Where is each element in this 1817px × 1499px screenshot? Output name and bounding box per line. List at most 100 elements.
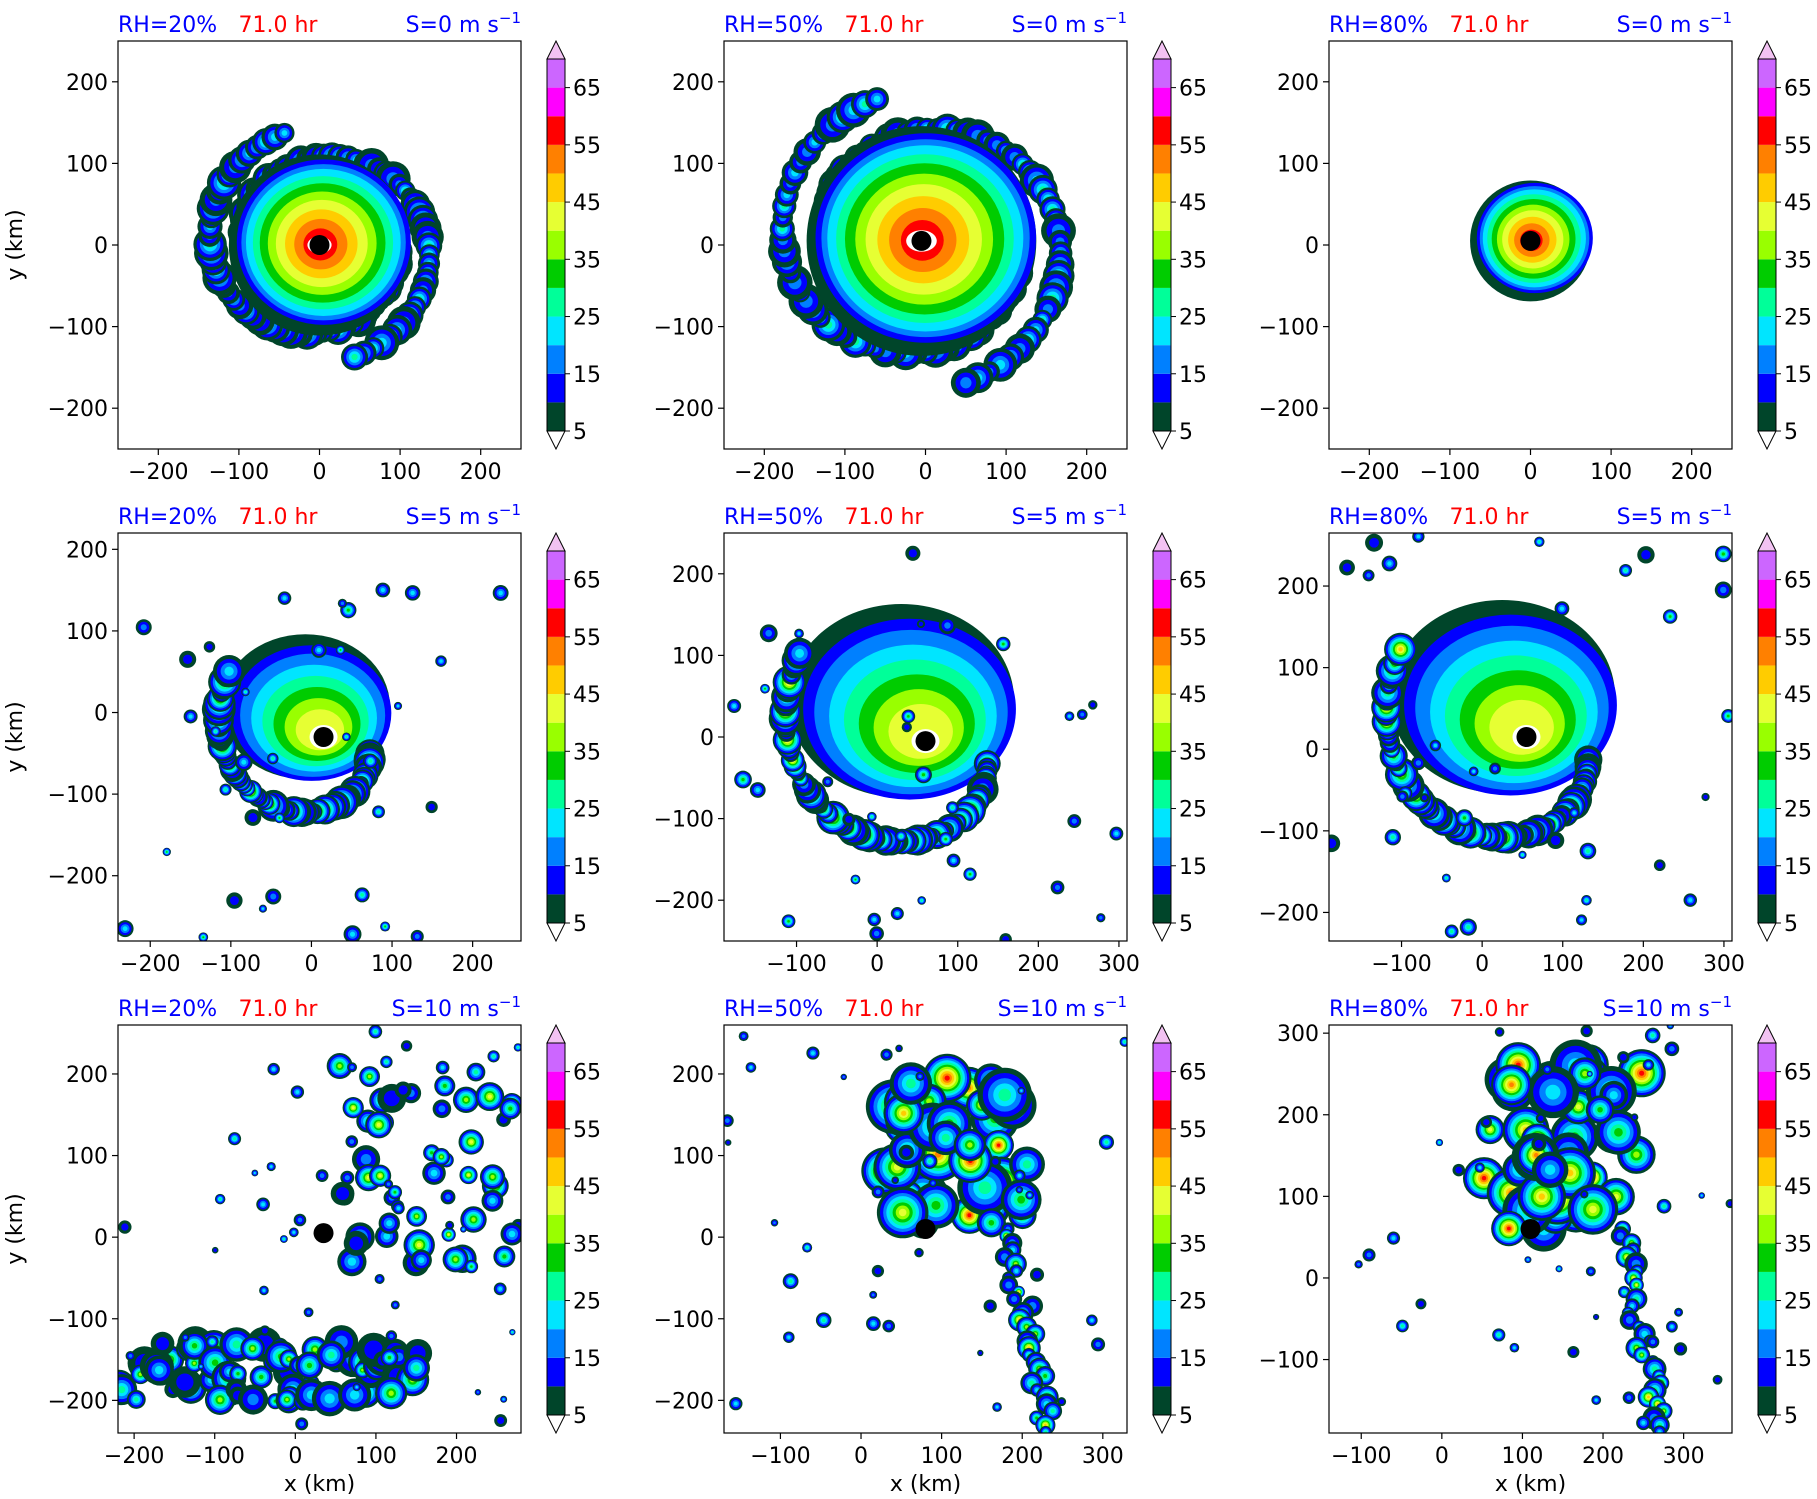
rain-band-cell xyxy=(224,666,234,676)
scattered-cell xyxy=(269,1165,273,1168)
colorbar-extend-max xyxy=(546,1023,566,1044)
colorbar-segment xyxy=(1153,402,1171,431)
storm-center-marker xyxy=(313,727,334,747)
scattered-cell xyxy=(1559,606,1565,611)
colorbar-tick-label: 15 xyxy=(1179,363,1207,388)
x-tick-label: 0 xyxy=(313,460,327,485)
scattered-cell xyxy=(787,919,790,923)
tail-cell xyxy=(1044,1430,1048,1433)
title-time: 71.0 hr xyxy=(1450,13,1530,38)
colorbar-tick-label: 5 xyxy=(573,420,587,445)
title-rh: RH=80% xyxy=(1329,13,1428,38)
scattered-cell xyxy=(244,691,247,693)
colorbar-segment xyxy=(547,1100,565,1129)
rain-band-cell xyxy=(1398,647,1403,652)
colorbar-tick-label: 15 xyxy=(1784,363,1812,388)
colorbar-tick-label: 65 xyxy=(573,569,601,594)
colorbar-tick-label: 25 xyxy=(1179,306,1207,331)
x-tick-label: −200 xyxy=(128,460,188,485)
scattered-cell xyxy=(165,851,168,853)
colorbar-segment xyxy=(1153,751,1171,780)
y-axis-label: y (km) xyxy=(3,701,28,772)
rain-band-cell xyxy=(154,1365,164,1375)
colorbar-tick-label: 15 xyxy=(1179,855,1207,880)
y-tick-label: −200 xyxy=(48,397,108,422)
rain-cell xyxy=(467,1173,470,1177)
title-shear: S=5 m s−1 xyxy=(406,501,521,530)
colorbar-segment xyxy=(547,1243,565,1272)
rain-cell xyxy=(347,1257,357,1266)
colorbar-extend-min xyxy=(1152,430,1172,451)
scattered-cell xyxy=(218,1197,222,1201)
title-rh: RH=50% xyxy=(724,505,823,530)
colorbar-segment xyxy=(1153,665,1171,695)
axes-frame xyxy=(117,1024,522,1434)
scattered-cell xyxy=(261,1327,268,1334)
x-tick-label: 0 xyxy=(919,460,933,485)
colorbar-tick-label: 5 xyxy=(1784,420,1798,445)
colorbar-tick-label: 55 xyxy=(573,626,601,651)
rain-cell xyxy=(337,1063,342,1069)
scattered-cell xyxy=(1462,816,1467,820)
colorbar-tick-label: 5 xyxy=(1179,420,1193,445)
rain-cell xyxy=(393,1190,397,1194)
colorbar-segment xyxy=(1153,779,1171,809)
rain-band-cell xyxy=(387,1355,392,1360)
rain-band-cell xyxy=(258,1374,264,1380)
rain-band-cell xyxy=(287,1357,291,1361)
y-tick-label: 0 xyxy=(94,234,108,259)
plume-cell xyxy=(998,1088,1012,1102)
scattered-cell xyxy=(950,806,954,810)
scattered-cell xyxy=(1721,552,1725,556)
colorbar-tick-label: 55 xyxy=(573,134,601,159)
colorbar-segment xyxy=(1758,694,1776,723)
scattered-cell xyxy=(282,1238,285,1240)
rain-cell xyxy=(487,1094,492,1099)
rain-band-cell xyxy=(191,1343,198,1349)
colorbar-tick-label: 5 xyxy=(1784,912,1798,937)
title-rh: RH=50% xyxy=(724,13,823,38)
colorbar-segment xyxy=(1758,144,1776,174)
colorbar-tick-label: 55 xyxy=(1179,626,1207,651)
scattered-cell xyxy=(377,810,381,814)
plume-cell xyxy=(988,1219,995,1226)
colorbar-segment xyxy=(1153,230,1171,260)
scattered-cell xyxy=(908,549,917,558)
colorbar-segment xyxy=(547,608,565,637)
rain-cell xyxy=(471,1217,476,1222)
rain-band-cell xyxy=(388,1390,394,1396)
scattered-cell xyxy=(410,590,415,596)
scattered-cell xyxy=(1466,925,1471,930)
x-tick-label: 200 xyxy=(1066,460,1108,485)
title-time: 71.0 hr xyxy=(239,13,319,38)
scattered-cell xyxy=(511,1331,514,1333)
colorbar-segment xyxy=(1153,694,1171,723)
rain-cell xyxy=(439,1155,443,1159)
y-tick-label: 0 xyxy=(94,1226,108,1251)
scattered-cell xyxy=(403,1042,410,1050)
colorbar-segment xyxy=(547,1071,565,1101)
scattered-cell xyxy=(340,601,345,606)
rain-band-cell xyxy=(312,1347,318,1352)
scattered-cell xyxy=(414,934,420,939)
scattered-cell xyxy=(1369,537,1379,548)
rain-cell xyxy=(447,1233,450,1236)
scattered-cell xyxy=(1472,770,1476,773)
colorbar-segment xyxy=(1153,551,1171,580)
colorbar-tick-label: 25 xyxy=(1784,306,1812,331)
scattered-cell xyxy=(295,1090,300,1094)
title-shear: S=0 m s−1 xyxy=(1617,9,1732,38)
scattered-cell xyxy=(1329,838,1337,849)
scattered-cell xyxy=(1071,818,1077,824)
scattered-cell xyxy=(498,1287,503,1291)
scattered-cell xyxy=(447,1222,453,1228)
plume-cell xyxy=(931,1200,941,1210)
colorbar-tick-label: 15 xyxy=(573,1347,601,1372)
plume-cell xyxy=(905,1078,916,1089)
scattered-cell xyxy=(1114,831,1119,836)
plume-cell xyxy=(901,1110,907,1116)
scattered-cell xyxy=(1342,563,1352,572)
rain-cell xyxy=(416,1242,422,1248)
